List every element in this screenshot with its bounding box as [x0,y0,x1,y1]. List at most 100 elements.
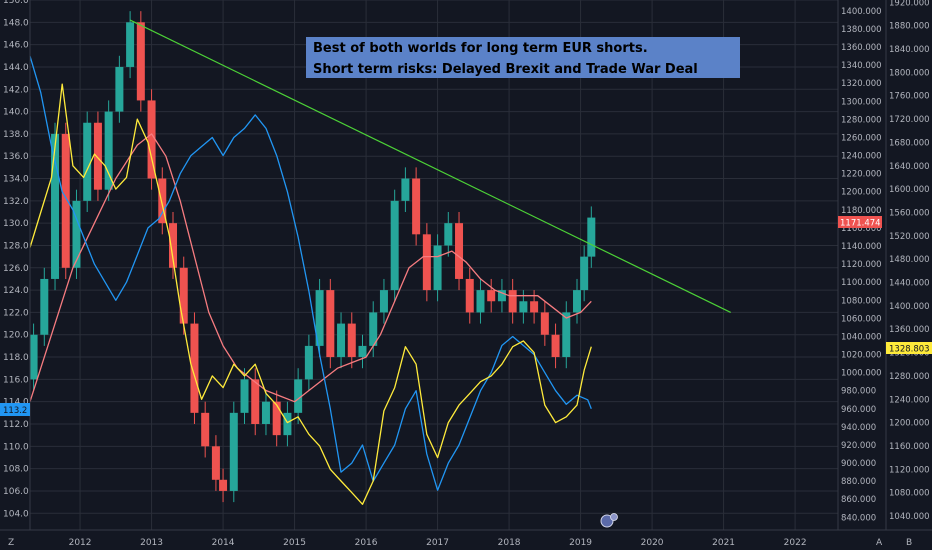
left-axis-tick: 114.0 [3,398,29,408]
price-tag-left: 113.2 [0,403,30,416]
price-tag-right: 1328.803 [886,342,932,355]
left-axis-tick: 122.0 [3,308,29,318]
candle-body [508,290,517,313]
candle-body [573,290,582,313]
middle-axis-tick: 1380.000 [841,25,882,35]
candle-body [93,122,102,190]
middle-axis-tick: 960.000 [841,405,876,415]
price-tag-mid: 1171.474 [838,216,882,229]
left-axis-tick: 120.0 [3,331,29,341]
middle-axis-tick: 1120.000 [841,260,882,270]
candlestick-series [29,11,596,503]
left-axis-tick: 130.0 [3,219,29,229]
middle-axis-tick: 1200.000 [841,188,882,198]
corner-label-z[interactable]: Z [8,538,14,548]
candle-body [562,312,571,358]
candle-body [519,301,528,313]
x-axis-tick: 2013 [140,538,163,548]
right-axis-tick: 1040.000 [889,512,930,522]
candle-body [326,290,335,358]
trendline [129,19,731,313]
candle-body [158,178,167,224]
candle-body [390,200,399,291]
candle-body [315,290,324,346]
middle-axis-tick: 1060.000 [841,314,882,324]
candle-body [294,379,303,413]
middle-axis-tick: 980.000 [841,387,876,397]
middle-axis-tick: 900.000 [841,459,876,469]
candle-body [379,290,388,313]
left-axis-tick: 112.0 [3,420,29,430]
candle-body [540,312,549,335]
x-axis-tick: 2020 [641,538,664,548]
candle-body [83,122,92,201]
middle-axis-tick: 1260.000 [841,133,882,143]
candle-body [229,412,238,491]
plot-area[interactable] [29,11,731,505]
left-axis-tick: 150.0 [3,0,29,6]
left-axis-tick: 124.0 [3,286,29,296]
left-axis-tick: 134.0 [3,175,29,185]
left-axis-tick: 128.0 [3,241,29,251]
right-axis-tick: 1160.000 [889,442,930,452]
candle-body [72,200,81,268]
candle-body [465,278,474,313]
left-axis-tick: 132.0 [3,197,29,207]
time-scale-corner-left[interactable]: Z [8,538,14,548]
annotation-line-2: Short term risks: Delayed Brexit and Tra… [313,62,698,77]
candle-body [126,22,135,67]
right-axis-tick: 1720.000 [889,115,930,125]
x-axis-tick: 2015 [283,538,306,548]
candle-body [251,379,260,424]
right-axis-tick: 1240.000 [889,395,930,405]
candle-body [455,223,464,279]
candle-body [61,133,70,268]
right-axis-tick: 1920.000 [889,0,930,8]
time-scale-corner-right[interactable]: A B [876,538,912,548]
price-tag-right-text: 1328.803 [889,345,930,355]
candle-body [551,334,560,358]
candle-body [272,401,281,436]
news-event-icon[interactable] [600,513,618,528]
right-axis-tick: 1360.000 [889,325,930,335]
x-axis-tick: 2021 [712,538,735,548]
left-axis-tick: 106.0 [3,487,29,497]
candle-body [476,290,485,313]
left-axis-tick: 110.0 [3,442,29,452]
right-axis-tick: 1680.000 [889,138,930,148]
x-axis-tick: 2019 [569,538,592,548]
left-axis-tick: 146.0 [3,41,29,51]
price-tag-left-text: 113.2 [3,406,27,416]
right-axis-tick: 1200.000 [889,419,930,429]
candle-body [530,301,539,313]
middle-axis-tick: 1180.000 [841,206,882,216]
candle-body [104,111,113,190]
candle-body [587,217,596,257]
annotation-box[interactable]: Best of both worlds for long term EUR sh… [306,37,740,78]
left-axis-tick: 126.0 [3,264,29,274]
candle-body [358,345,367,358]
x-axis-tick: 2012 [69,538,92,548]
candle-body [211,446,220,480]
middle-axis-tick: 860.000 [841,495,876,505]
right-axis-tick: 1440.000 [889,279,930,289]
middle-axis-tick: 920.000 [841,441,876,451]
left-axis-tick: 142.0 [3,85,29,95]
corner-label-a[interactable]: A [876,538,883,548]
corner-label-b[interactable]: B [906,538,912,548]
right-axis-tick: 1120.000 [889,465,930,475]
middle-axis-tick: 940.000 [841,423,876,433]
x-axis-tick: 2022 [784,538,807,548]
moving_average-line [29,133,592,403]
candle-body [401,178,410,201]
candle-body [40,278,49,335]
candle-body [412,178,421,235]
left-axis-tick: 140.0 [3,108,29,118]
candle-body [433,245,442,291]
middle-axis-tick: 1160.000 [841,224,882,234]
middle-axis-tick: 1140.000 [841,242,882,252]
candle-body [487,290,496,302]
left-axis-tick: 104.0 [3,509,29,519]
right-axis-tick: 1840.000 [889,45,930,55]
